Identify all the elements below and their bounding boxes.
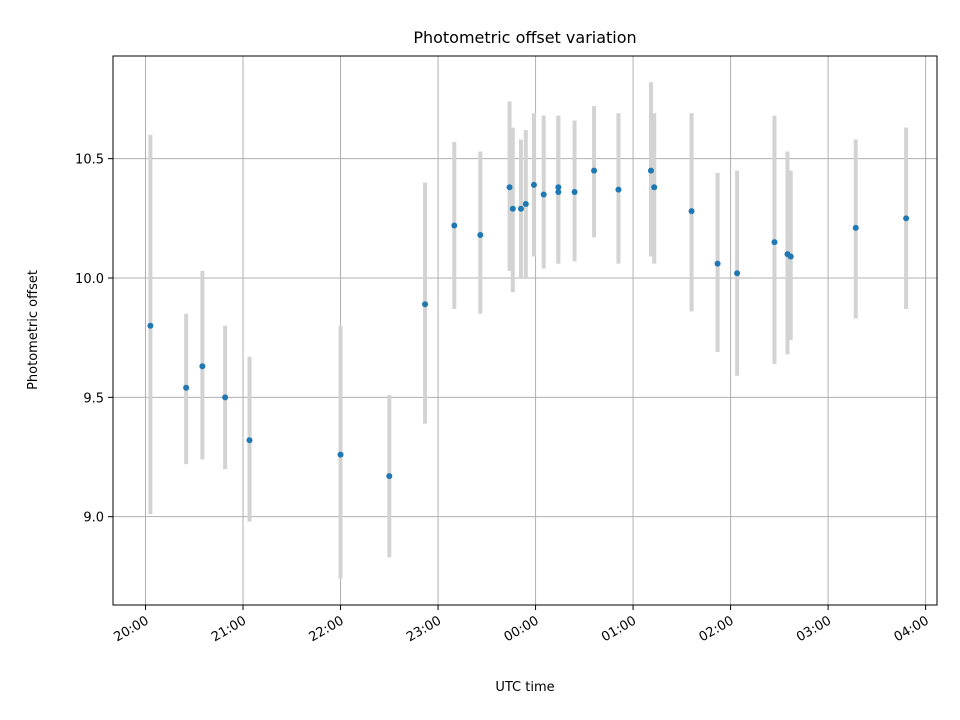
data-point [246,437,253,444]
data-point [386,473,393,480]
y-axis-label: Photometric offset [26,270,41,390]
x-tick-label: 03:00 [794,613,834,645]
data-point [555,189,562,196]
data-point [422,301,429,308]
data-point [530,181,537,188]
data-point [852,224,859,231]
data-point [615,186,622,193]
data-point [477,232,484,239]
data-point [506,184,513,191]
chart-title: Photometric offset variation [413,28,636,47]
data-point [903,215,910,222]
data-point [222,394,229,401]
x-tick-label: 01:00 [599,613,639,645]
x-tick-label: 23:00 [404,613,444,645]
y-tick-label: 10.5 [75,153,104,168]
data-point [540,191,547,198]
plot-frame [112,55,938,606]
x-tick-label: 21:00 [209,613,249,645]
data-points [147,167,910,480]
x-tick-label: 22:00 [307,613,347,645]
data-point [734,270,741,277]
data-point [147,322,154,329]
x-axis-label: UTC time [495,680,554,695]
x-axis-ticks: 20:00 21:00 22:00 23:00 00:00 01:00 02:00 03:00… [112,605,932,645]
data-point [647,167,654,174]
data-point [688,208,695,215]
x-tick-label: 02:00 [697,613,737,645]
data-point [787,253,794,260]
y-tick-label: 9.5 [83,391,104,406]
data-point [651,184,658,191]
x-tick-label: 00:00 [502,613,542,645]
y-tick-label: 9.0 [83,511,104,526]
x-tick-label: 20:00 [112,613,152,645]
data-point [522,200,529,207]
y-tick-label: 10.0 [75,272,104,287]
data-point [591,167,598,174]
data-point [199,363,206,370]
data-point [517,205,524,212]
data-point [451,222,458,229]
error-bars [148,82,909,579]
data-point [183,384,190,391]
y-axis-ticks: 9.0 9.5 10.0 10.5 [75,153,113,526]
data-point [509,205,516,212]
x-tick-label: 04:00 [892,613,932,645]
data-point [714,260,721,267]
data-point [555,184,562,191]
data-point [771,239,778,246]
data-point [337,451,344,458]
data-point [571,189,578,196]
